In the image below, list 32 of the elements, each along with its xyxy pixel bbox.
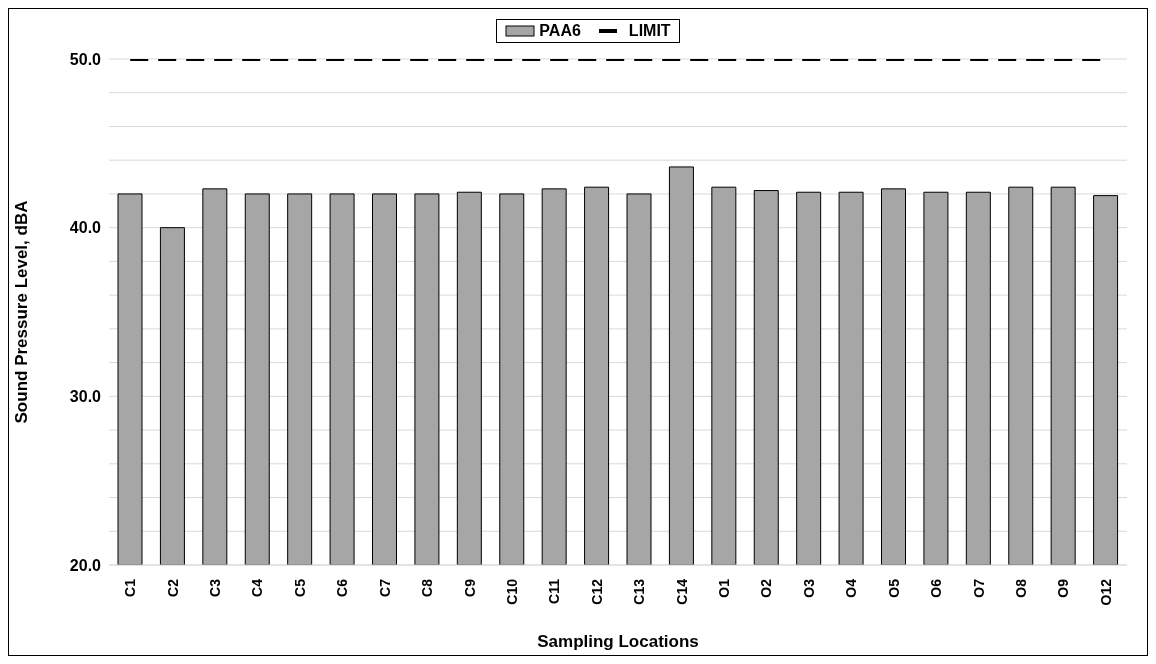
- x-tick-label: O8: [1012, 578, 1029, 598]
- x-tick-label: C1: [122, 578, 139, 597]
- x-tick-label: C13: [631, 578, 648, 605]
- x-axis-title: Sampling Locations: [537, 632, 699, 651]
- x-tick-label: C3: [207, 578, 224, 597]
- x-tick-label: O5: [885, 578, 902, 598]
- x-tick-label: C5: [291, 578, 308, 597]
- x-tick-label: C14: [673, 578, 690, 605]
- y-tick-label: 30.0: [69, 388, 102, 406]
- legend-label: LIMIT: [627, 22, 671, 40]
- x-tick-label: C7: [376, 578, 393, 597]
- x-tick-label: C4: [249, 578, 266, 597]
- legend-label: PAA6: [538, 22, 581, 40]
- x-tick-label: O4: [843, 578, 860, 598]
- x-tick-label: O6: [928, 578, 945, 598]
- x-tick-label: O1: [716, 578, 733, 598]
- y-tick-label: 40.0: [69, 219, 102, 237]
- y-tick-label: 50.0: [69, 50, 102, 68]
- x-tick-label: O9: [1055, 578, 1072, 598]
- x-tick-label: C2: [164, 578, 181, 597]
- x-tick-label: O12: [1097, 578, 1114, 606]
- x-tick-label: O7: [970, 578, 987, 598]
- x-tick-label: C9: [461, 578, 478, 597]
- x-tick-label: C12: [588, 578, 605, 605]
- x-tick-label: C8: [419, 578, 436, 597]
- x-tick-label: C6: [334, 578, 351, 597]
- y-axis-title: Sound Pressure Level, dBA: [12, 200, 32, 424]
- x-tick-label: O2: [758, 578, 775, 598]
- x-tick-label: C10: [503, 578, 520, 605]
- x-tick-label: O3: [800, 578, 817, 598]
- y-tick-label: 20.0: [69, 556, 102, 574]
- x-tick-label: C11: [546, 578, 563, 604]
